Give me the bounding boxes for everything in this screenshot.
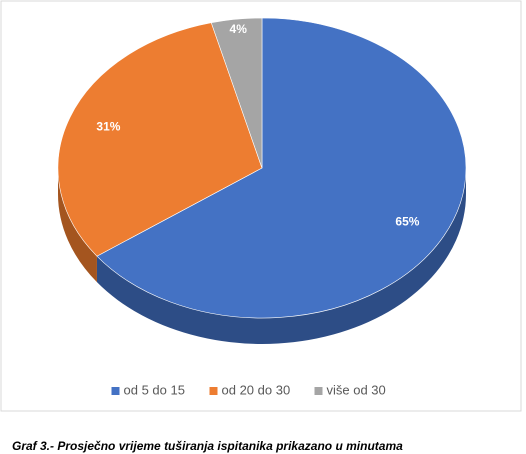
legend-swatch xyxy=(314,387,323,395)
legend-label: od 5 do 15 xyxy=(124,382,185,397)
legend-label: od 20 do 30 xyxy=(222,382,291,397)
slice xyxy=(57,22,263,257)
data-label: 65% xyxy=(395,215,419,229)
slice xyxy=(96,17,467,319)
legend-swatch xyxy=(209,387,218,395)
caption: Graf 3.- Prosječno vrijeme tuširanja isp… xyxy=(12,439,403,453)
data-label: 4% xyxy=(230,22,248,36)
legend-label: više od 30 xyxy=(327,382,386,397)
legend-swatch xyxy=(111,387,120,395)
data-label: 31% xyxy=(96,120,120,134)
slice-side xyxy=(58,168,97,283)
slice xyxy=(210,17,263,169)
slice-side xyxy=(96,168,466,345)
